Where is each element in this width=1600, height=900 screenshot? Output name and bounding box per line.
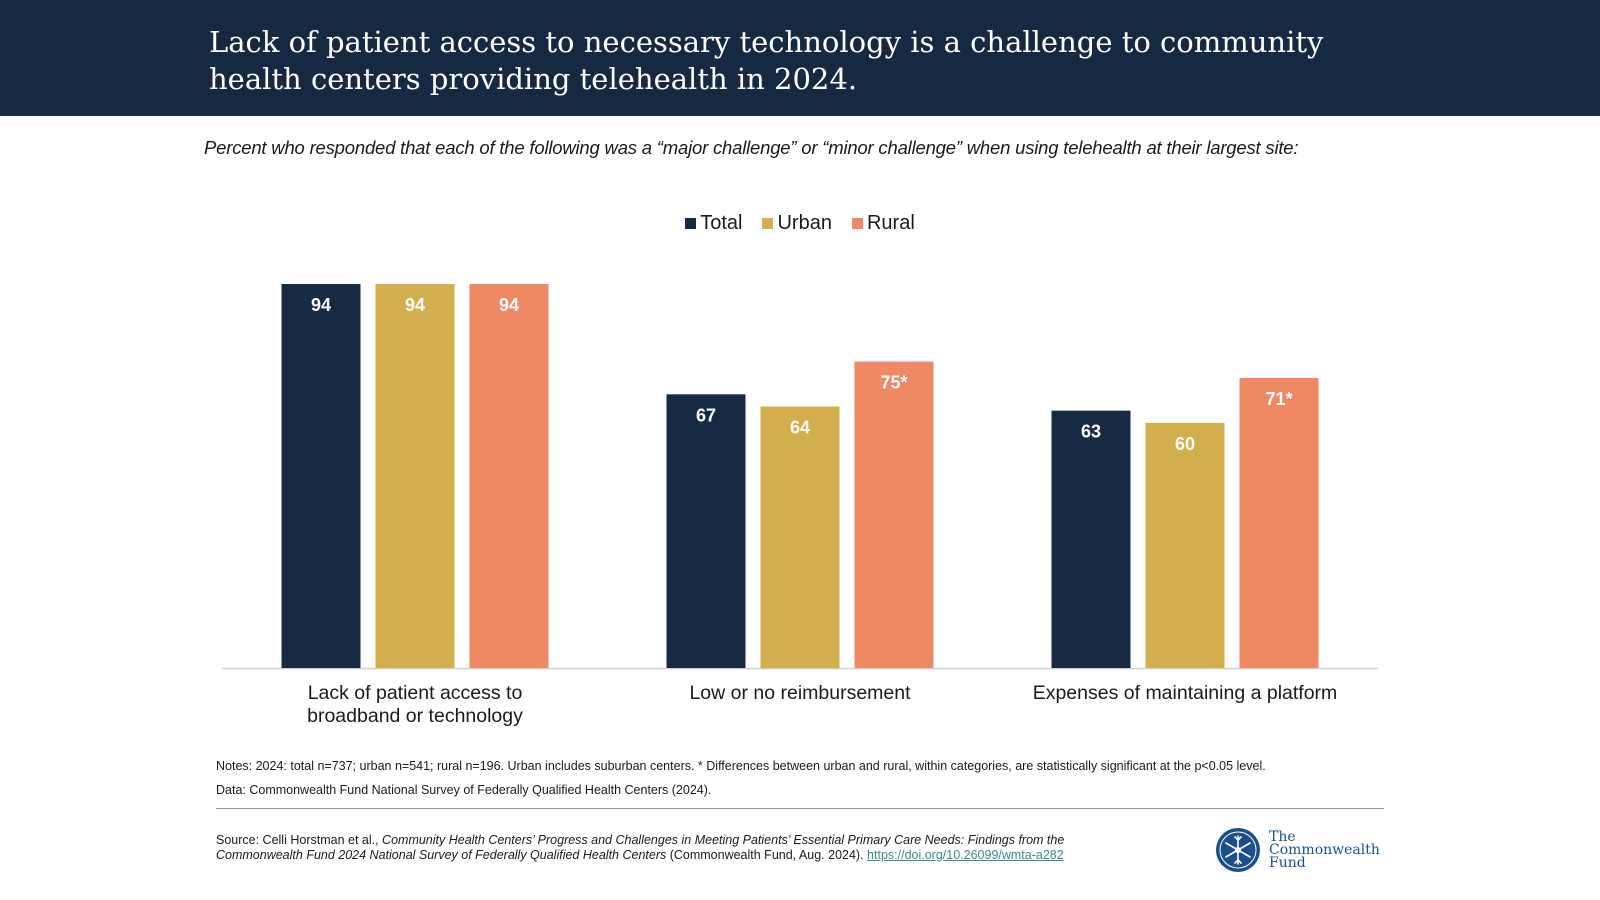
- bar-rural-0: [469, 284, 549, 668]
- data-label-total-2: 63: [1081, 422, 1101, 442]
- source-title: Community Health Centers’ Progress and C…: [216, 833, 1065, 862]
- snowflake-seal-icon: [1216, 828, 1260, 872]
- footer-divider: [216, 808, 1384, 809]
- bar-total-2: [1051, 410, 1131, 668]
- chart-notes: Notes: 2024: total n=737; urban n=541; r…: [216, 754, 1366, 802]
- bar-rural-2: [1239, 377, 1319, 668]
- chart-subtitle: Percent who responded that each of the f…: [204, 137, 1299, 158]
- slide-title: Lack of patient access to necessary tech…: [209, 25, 1324, 96]
- bar-total-1: [666, 394, 746, 668]
- legend-label-rural: Rural: [866, 212, 915, 234]
- bar-total-0: [281, 284, 361, 668]
- data-label-rural-0: 94: [499, 295, 519, 315]
- logo-line-3: Fund: [1269, 854, 1306, 871]
- category-label-1-line-0: Low or no reimbursement: [689, 682, 911, 704]
- data-label-rural-1: 75*: [880, 373, 907, 393]
- legend-swatch-total: [685, 218, 697, 229]
- legend-item-rural: Rural: [851, 212, 915, 235]
- logo-wordmark: The Commonwealth Fund: [1269, 828, 1380, 871]
- legend-label-urban: Urban: [777, 212, 832, 234]
- legend-swatch-rural: [851, 218, 863, 229]
- logo-line-1: The: [1269, 828, 1296, 845]
- bar-urban-2: [1145, 422, 1225, 668]
- chart-legend: Total Urban Rural: [0, 212, 1600, 235]
- data-label-urban-1: 64: [790, 418, 810, 438]
- data-label-total-1: 67: [696, 405, 716, 425]
- header-band: [0, 0, 1600, 116]
- category-label-0-line-0: Lack of patient access to: [308, 682, 523, 704]
- data-line: Data: Commonwealth Fund National Survey …: [216, 783, 712, 797]
- bar-urban-0: [375, 284, 455, 668]
- data-label-rural-2: 71*: [1265, 389, 1292, 409]
- legend-item-total: Total: [685, 212, 742, 235]
- data-label-urban-2: 60: [1175, 434, 1195, 454]
- bar-chart: 94 94 94 Lack of patient access tobroadband…: [222, 284, 1378, 727]
- commonwealth-fund-logo: The Commonwealth Fund: [1215, 826, 1405, 874]
- legend-swatch-urban: [762, 218, 774, 229]
- bar-urban-1: [760, 406, 840, 668]
- source-citation: Source: Celli Horstman et al., Community…: [216, 833, 1136, 863]
- source-prefix: Source: Celli Horstman et al.,: [216, 833, 383, 847]
- data-label-urban-0: 94: [405, 295, 425, 315]
- category-label-0-line-1: broadband or technology: [307, 705, 523, 727]
- bar-rural-1: [854, 361, 934, 668]
- data-label-total-0: 94: [311, 295, 331, 315]
- category-label-2-line-0: Expenses of maintaining a platform: [1033, 682, 1338, 704]
- source-suffix: (Commonwealth Fund, Aug. 2024).: [666, 848, 868, 862]
- legend-label-total: Total: [700, 212, 743, 234]
- notes-line: Notes: 2024: total n=737; urban n=541; r…: [216, 759, 1266, 773]
- source-link[interactable]: https://doi.org/10.26099/wmta-a282: [867, 848, 1064, 862]
- logo-line-2: Commonwealth: [1269, 841, 1380, 858]
- legend-item-urban: Urban: [762, 212, 832, 235]
